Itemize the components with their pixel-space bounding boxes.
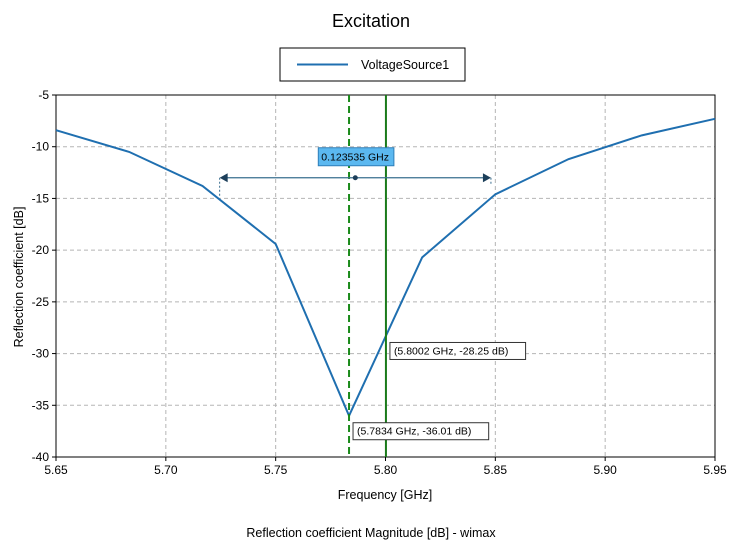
cursor-marker-label: (5.8002 GHz, -28.25 dB) — [394, 345, 508, 357]
bandwidth-annotation: 0.123535 GHz — [219, 147, 492, 198]
bandwidth-center-dot — [352, 175, 358, 181]
y-tick-label: -25 — [32, 295, 50, 309]
y-tick-label: -40 — [32, 450, 50, 464]
x-tick-label: 5.70 — [154, 463, 178, 477]
chart-title: Excitation — [332, 11, 410, 31]
y-tick-label: -20 — [32, 243, 50, 257]
y-tick-label: -5 — [38, 88, 49, 102]
x-axis: 5.65 5.70 5.75 5.80 5.85 5.90 5.95 — [44, 457, 727, 477]
x-tick-label: 5.90 — [593, 463, 617, 477]
bandwidth-arrow-left — [219, 173, 228, 183]
bandwidth-arrow-right — [482, 173, 491, 183]
x-tick-label: 5.75 — [264, 463, 288, 477]
x-tick-label: 5.95 — [703, 463, 727, 477]
x-axis-label: Frequency [GHz] — [338, 488, 432, 502]
y-axis-label: Reflection coefficient [dB] — [12, 207, 26, 348]
x-tick-label: 5.80 — [374, 463, 398, 477]
min-marker-label: (5.7834 GHz, -36.01 dB) — [357, 426, 471, 438]
y-tick-label: -35 — [32, 398, 50, 412]
x-tick-label: 5.65 — [44, 463, 68, 477]
y-tick-label: -10 — [32, 140, 50, 154]
bandwidth-label: 0.123535 GHz — [321, 152, 389, 164]
bandwidth-label-box — [317, 147, 395, 167]
x-tick-label: 5.85 — [484, 463, 508, 477]
y-axis: -5 -10 -15 -20 -25 -30 -35 -40 — [32, 88, 56, 464]
min-marker-label-box — [352, 422, 490, 441]
y-tick-label: -30 — [32, 347, 50, 361]
chart-caption: Reflection coefficient Magnitude [dB] - … — [246, 526, 496, 540]
legend: VoltageSource1 — [279, 47, 466, 82]
y-tick-label: -15 — [32, 191, 50, 205]
cursor-marker-label-box — [389, 341, 527, 360]
legend-entry-voltagesource1: VoltageSource1 — [361, 58, 449, 72]
